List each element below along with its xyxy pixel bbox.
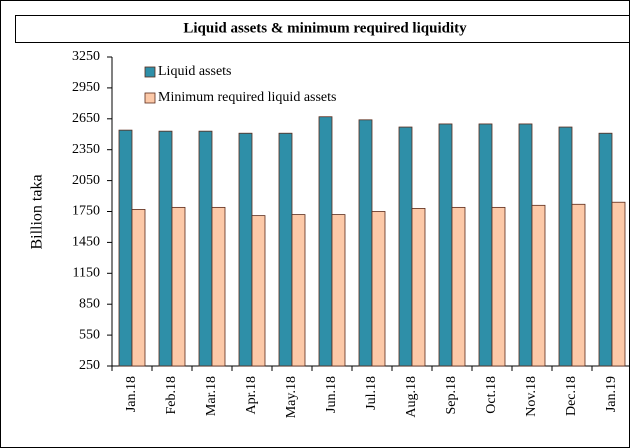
bar [198,130,213,367]
bar [451,206,466,367]
x-tick-label: Jul.18 [364,376,379,410]
y-tick-label: 250 [79,358,100,373]
bar [398,126,413,367]
x-tick-label: Sep.18 [444,376,459,415]
bar [291,214,306,367]
x-tick-label: Jan.18 [124,376,139,412]
x-tick-label: Dec.18 [564,376,579,416]
legend-label: Liquid assets [158,64,232,79]
legend-swatch [144,66,156,78]
bar [611,201,626,367]
legend-swatch [144,92,156,104]
y-tick-label: 3250 [72,49,100,64]
bar [571,203,586,367]
bar [318,116,333,367]
y-axis-label: Billion taka [29,174,46,249]
legend-label: Minimum required liquid assets [158,90,336,105]
x-tick-label: Oct.18 [484,376,499,414]
x-tick-label: Jun.18 [324,376,339,413]
bar [558,126,573,367]
bar [211,206,226,367]
bar [411,208,426,367]
y-tick-label: 2950 [72,80,100,95]
y-tick-label: 1750 [72,204,100,219]
y-tick-label: 2650 [72,111,100,126]
bar [331,214,346,367]
x-tick-label: Aug.18 [404,376,419,418]
bar [491,206,506,367]
bar [238,132,253,367]
bar [358,119,373,367]
x-tick-label: Feb.18 [164,376,179,415]
title-box [15,15,630,43]
bar [131,209,146,367]
chart-title: Liquid assets & minimum required liquidi… [183,20,467,36]
bar [598,132,613,367]
y-tick-label: 1150 [73,266,100,281]
y-tick-label: 550 [79,327,100,342]
bar [371,211,386,367]
bar [251,215,266,367]
x-tick-label: Nov.18 [524,376,539,417]
x-tick-label: Apr.18 [244,376,259,415]
y-tick-label: 2050 [72,173,100,188]
y-tick-label: 2350 [72,142,100,157]
x-tick-label: Jan.19 [604,376,619,412]
bar [118,129,133,367]
bar [478,123,493,367]
bar [278,132,293,367]
bar [438,123,453,367]
bar [158,130,173,367]
x-tick-label: May.18 [284,376,299,418]
x-tick-label: Mar.18 [204,376,219,416]
bar [171,206,186,367]
y-tick-label: 850 [79,296,100,311]
y-tick-label: 1450 [72,235,100,250]
bar [518,123,533,367]
bar [531,204,546,367]
